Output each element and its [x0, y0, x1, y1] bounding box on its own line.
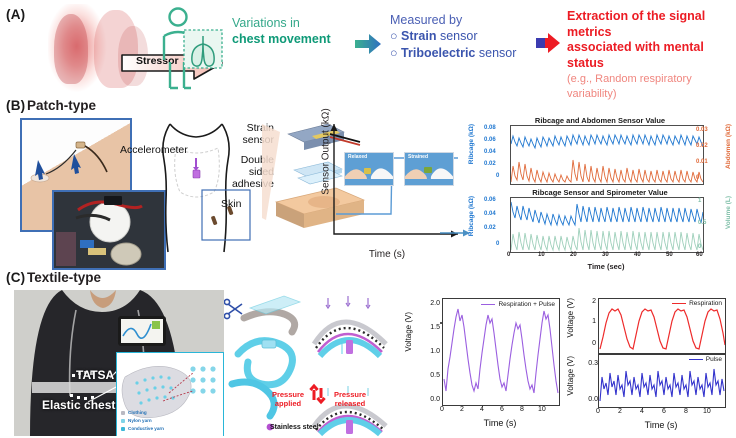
ribcage-spirometer-plot [510, 197, 704, 253]
respiration-ylabel: Voltage (V) [566, 298, 575, 338]
pulse-yticks: 0.3 0.0 [588, 360, 598, 403]
pulse-xlabel: Time (s) [644, 420, 678, 430]
elastic-chest-label: Elastic chest [42, 398, 116, 412]
legend-label-nylon: Nylon yarn [128, 418, 152, 423]
step-chart-xlabel: Time (s) [368, 249, 406, 260]
strained-label: Strained [408, 154, 429, 160]
step1-line1: Variations in [232, 16, 300, 30]
panel-a-step3: Extraction of the signal metrics associa… [567, 9, 736, 102]
step2-item-triboelectric: ○ Triboelectric sensor [390, 45, 540, 62]
resp-pulse-ylabel: Voltage (V) [404, 312, 413, 352]
respiration-legend-label: Respiration [689, 300, 722, 307]
pressure-applied-label: Pressure applied [271, 390, 305, 408]
panel-c: (C) Textile-type TATSA Elastic chest [0, 268, 736, 438]
pulse-xticks: 0 2 4 6 8 10 [596, 408, 711, 415]
arrow-right-icon-2 [536, 32, 560, 54]
resp-pulse-legend-label: Respiration + Pulse [498, 301, 555, 308]
arrow-right-icon-1 [355, 34, 381, 54]
panel-a-letter: (A) [6, 7, 26, 22]
arrow-to-charts-icon [440, 224, 470, 242]
legend-label-clothing: Clothing [128, 410, 147, 415]
step-chart-ylabel: Sensor Output (kΩ) [320, 108, 332, 195]
stainless-steel-label: Stainless steel [270, 424, 319, 431]
tribo-rest: sensor [475, 46, 517, 60]
abdomen-yticks: 0.03 0.02 0.01 0 [696, 127, 708, 181]
relaxed-label: Relaxed [348, 154, 368, 160]
legend-swatch-clothing [121, 411, 125, 415]
volume-ylabel: Volume (L) [725, 196, 732, 230]
strained-state-photo: Strained [404, 152, 454, 186]
step3-line2: associated with mental status [567, 40, 704, 70]
sensor-output-step-chart: Sensor Output (kΩ) Time (s) Relaxed Stra… [312, 108, 462, 260]
yarn-mechanism-diagram: Pressure applied Pressure released Stain… [224, 288, 404, 438]
resp-pulse-legend: Respiration + Pulse [481, 301, 555, 308]
pulse-legend: Pulse [688, 356, 722, 363]
panel-a-step1: Variations in chest movement [232, 16, 352, 47]
panel-b: (B) Patch-type [0, 96, 736, 327]
step2-heading: Measured by [390, 13, 463, 27]
textile-garment-photo: TATSA Elastic chest [14, 290, 224, 436]
respiration-legend-swatch [672, 302, 687, 305]
step3-line1: Extraction of the signal metrics [567, 9, 706, 39]
ribcage-spirometer-xlabel: Time (sec) [587, 262, 625, 271]
ribcage-abdomen-plot [510, 125, 704, 185]
tatsa-label: TATSA [76, 368, 115, 382]
panel-b-signal-charts: Ribcage and Abdomen Sensor Value Ribcage… [466, 116, 734, 271]
strain-bold: Strain [401, 29, 437, 43]
resp-pulse-plot: Respiration + Pulse [442, 298, 560, 406]
resp-pulse-xlabel: Time (s) [483, 418, 517, 428]
respiration-plot: Respiration [598, 298, 726, 354]
pressure-released-label: Pressure released [333, 390, 367, 408]
ribcage-spirometer-title: Ribcage Sensor and Spirometer Value [532, 188, 668, 197]
stress-photo [48, 4, 158, 92]
ribcage-spirometer-xticks: 0 10 20 30 40 50 60 [507, 252, 703, 258]
respiration-yticks: 2 1 0 [592, 298, 596, 347]
strain-rest: sensor [436, 29, 478, 43]
tribo-bold: Triboelectric [401, 46, 476, 60]
volume-yticks: 1 0.5 0 [698, 198, 707, 250]
relaxed-state-photo: Relaxed [344, 152, 394, 186]
panel-a: (A) Stressor [0, 0, 736, 100]
step2-item-strain: ○ Strain sensor [390, 28, 540, 45]
ribcage-abdomen-title: Ribcage and Abdomen Sensor Value [534, 116, 666, 125]
bullet-icon-1: ○ [390, 29, 398, 43]
pulse-plot: Pulse [598, 354, 726, 408]
ribcage-ylabel-top: Ribcage (kΩ) [468, 124, 475, 165]
step3-note: (e.g., Random respiratory variability) [567, 73, 692, 100]
textile-weave-inset: Clothing Nylon yarn Conductive yarn [116, 352, 224, 436]
panel-b-title: Patch-type [27, 98, 97, 113]
respiration-pulse-chart: Voltage (V) 2.0 1.5 1.0 0.5 0.0 Respirat… [404, 290, 564, 434]
resp-pulse-xticks: 0 2 4 6 8 10 [440, 406, 546, 413]
respiration-and-pulse-charts: Voltage (V) 2 1 0 Respiration Voltage (V… [566, 290, 732, 434]
respiration-legend: Respiration [672, 300, 722, 307]
ribcage-spirometer-chart: Ribcage Sensor and Spirometer Value Ribc… [466, 188, 734, 271]
abdomen-ylabel: Abdomen (kΩ) [725, 124, 732, 169]
panel-c-title: Textile-type [27, 270, 102, 285]
panel-c-letter: (C) [6, 270, 26, 285]
panel-b-letter: (B) [6, 98, 26, 113]
legend-label-conductive: Conductive yarn [128, 426, 164, 431]
ribcage-ylabel-bottom: Ribcage (kΩ) [468, 196, 475, 237]
accelerometer-label: Accelerometer [120, 144, 188, 156]
panel-a-step2: Measured by ○ Strain sensor ○ Triboelect… [390, 12, 540, 62]
skin-label: Skin [221, 198, 242, 210]
person-lungs-icon [158, 6, 224, 92]
pulse-legend-swatch [688, 358, 703, 361]
resp-pulse-yticks: 2.0 1.5 1.0 0.5 0.0 [430, 300, 440, 403]
pulse-legend-label: Pulse [705, 356, 722, 363]
step1-line2: chest movement [232, 32, 331, 46]
sensor-module-photo [52, 190, 166, 270]
ribcage-yticks-bottom: 0.06 0.04 0.02 0 [484, 197, 500, 247]
pulse-ylabel: Voltage (V) [566, 356, 575, 396]
legend-swatch-nylon [121, 419, 125, 423]
ribcage-yticks-top: 0.08 0.06 0.04 0.02 0 [484, 125, 500, 179]
torso-diagram [140, 118, 270, 260]
legend-swatch-conductive [121, 427, 125, 431]
ribcage-abdomen-chart: Ribcage and Abdomen Sensor Value Ribcage… [466, 116, 734, 186]
stressor-label: Stressor [136, 55, 179, 67]
resp-pulse-legend-swatch [481, 303, 496, 306]
bullet-icon-2: ○ [390, 46, 398, 60]
